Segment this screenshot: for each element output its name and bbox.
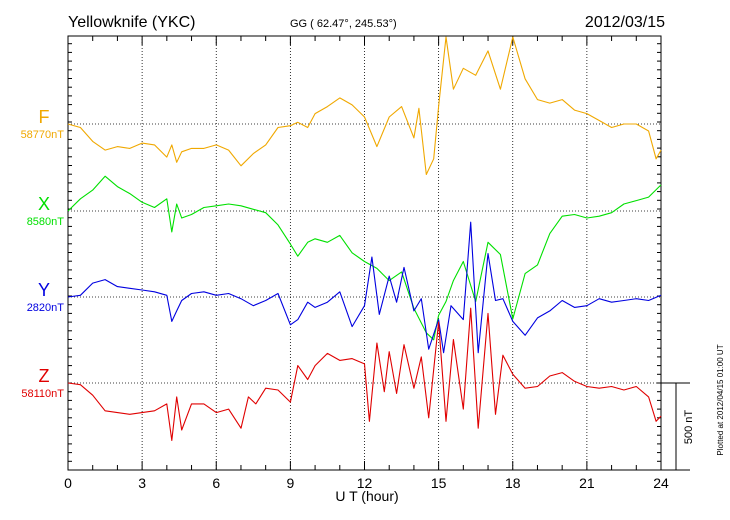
series-baseline-x: 8580nT [27, 216, 65, 228]
x-tick-label-12: 12 [357, 475, 373, 491]
x-tick-label-3: 3 [138, 475, 146, 491]
grid-lines [68, 36, 661, 470]
x-tick-label-0: 0 [64, 475, 72, 491]
scale-bar: 500 nT [661, 382, 695, 471]
station-coordinates: GG ( 62.47°, 245.53°) [290, 18, 397, 30]
date-label: 2012/03/15 [585, 14, 665, 31]
series-baseline-z: 58110nT [21, 388, 64, 400]
series-line-x [67, 175, 662, 341]
scale-bar-label: 500 nT [683, 410, 695, 445]
series-label-z: Z [39, 366, 50, 386]
series-line-y [67, 221, 662, 354]
x-tick-label-6: 6 [212, 475, 220, 491]
series-line-z [67, 307, 662, 441]
series-lines [67, 36, 662, 441]
x-tick-label-15: 15 [431, 475, 447, 491]
series-baseline-y: 2820nT [27, 302, 65, 314]
series-label-y: Y [38, 280, 50, 300]
series-label-f: F [39, 107, 50, 127]
x-tick-label-9: 9 [286, 475, 294, 491]
x-tick-label-24: 24 [653, 475, 669, 491]
plotted-note: Plotted at 2012/04/15 01:00 UT [716, 344, 725, 455]
station-title: Yellowknife (YKC) [68, 14, 195, 31]
x-tick-label-21: 21 [579, 475, 595, 491]
x-tick-label-18: 18 [505, 475, 521, 491]
series-line-f [67, 36, 662, 176]
x-axis-label: U T (hour) [335, 488, 398, 504]
axis-ticks: 0 3 6 9 12 15 18 21 24 [64, 36, 669, 491]
series-labels: F 58770nT X 8580nT Y 2820nT Z 58110nT [21, 107, 65, 400]
series-baseline-f: 58770nT [21, 129, 65, 141]
series-label-x: X [38, 194, 50, 214]
